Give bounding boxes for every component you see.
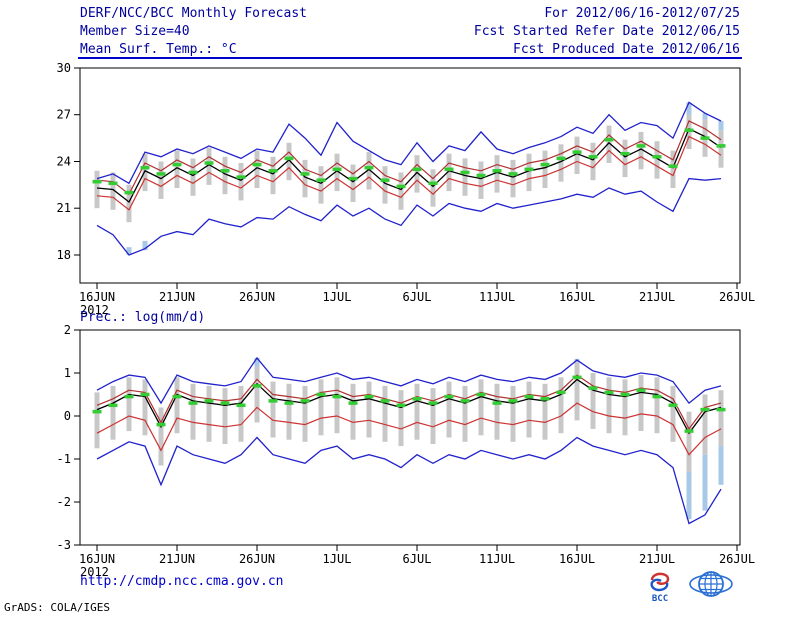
svg-text:21: 21 [57, 201, 71, 215]
precip-variable-label: Prec.: log(mm/d) [80, 310, 206, 325]
forecast-valid-range: For 2012/06/16-2012/07/25 [544, 6, 740, 21]
header-divider [78, 57, 742, 59]
svg-text:2012: 2012 [80, 565, 109, 579]
bcc-logo-swirl-red [650, 572, 670, 585]
svg-text:26JUN: 26JUN [239, 552, 275, 566]
svg-text:-2: -2 [57, 495, 71, 509]
svg-text:21JUL: 21JUL [639, 290, 675, 304]
svg-text:26JUN: 26JUN [239, 290, 275, 304]
bcc-logo: BCC [650, 572, 670, 604]
svg-text:6JUL: 6JUL [403, 290, 432, 304]
svg-text:16JUN: 16JUN [79, 290, 115, 304]
svg-text:-3: -3 [57, 538, 71, 552]
svg-text:1JUL: 1JUL [323, 552, 352, 566]
cma-logo-meridians [699, 572, 723, 596]
svg-text:21JUL: 21JUL [639, 552, 675, 566]
chart-title: DERF/NCC/BCC Monthly Forecast [80, 6, 307, 21]
svg-text:6JUL: 6JUL [403, 552, 432, 566]
logo-group: BCC [640, 566, 734, 604]
svg-text:18: 18 [57, 248, 71, 262]
svg-text:24: 24 [57, 155, 71, 169]
member-size-label: Member Size=40 [80, 24, 190, 39]
svg-text:16JUN: 16JUN [79, 552, 115, 566]
svg-text:1: 1 [64, 366, 71, 380]
svg-text:-1: -1 [57, 452, 71, 466]
svg-text:16JUL: 16JUL [559, 290, 595, 304]
svg-text:30: 30 [57, 61, 71, 75]
svg-text:26JUL: 26JUL [719, 290, 755, 304]
cma-logo [689, 571, 733, 597]
svg-text:11JUL: 11JUL [479, 552, 515, 566]
website-url: http://cmdp.ncc.cma.gov.cn [80, 574, 284, 589]
cma-logo-longitude [704, 571, 718, 597]
svg-text:0: 0 [64, 409, 71, 423]
svg-text:1JUL: 1JUL [323, 290, 352, 304]
forecast-refer-date: Fcst Started Refer Date 2012/06/15 [473, 24, 740, 39]
bcc-logo-text: BCC [652, 594, 668, 604]
svg-text:21JUN: 21JUN [159, 290, 195, 304]
svg-text:27: 27 [57, 108, 71, 122]
svg-text:11JUL: 11JUL [479, 290, 515, 304]
svg-text:2012: 2012 [80, 303, 109, 317]
temp-variable-label: Mean Surf. Temp.: °C [80, 42, 237, 57]
bcc-logo-swirl-blue [650, 578, 669, 592]
grads-credit: GrADS: COLA/IGES [4, 601, 110, 614]
forecast-produced-date: Fcst Produced Date 2012/06/16 [513, 42, 740, 57]
svg-text:21JUN: 21JUN [159, 552, 195, 566]
svg-text:2: 2 [64, 323, 71, 337]
svg-text:16JUL: 16JUL [559, 552, 595, 566]
svg-text:26JUL: 26JUL [719, 552, 755, 566]
